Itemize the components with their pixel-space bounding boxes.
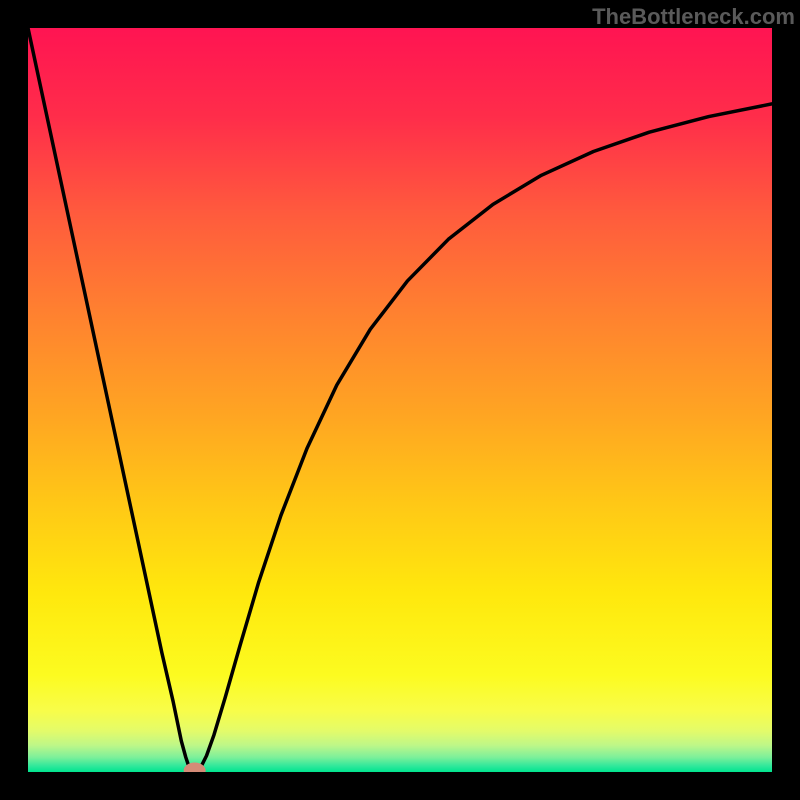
curve-layer [28, 28, 772, 772]
plot-area [28, 28, 772, 772]
watermark-text: TheBottleneck.com [592, 4, 795, 30]
bottleneck-curve [28, 28, 772, 772]
